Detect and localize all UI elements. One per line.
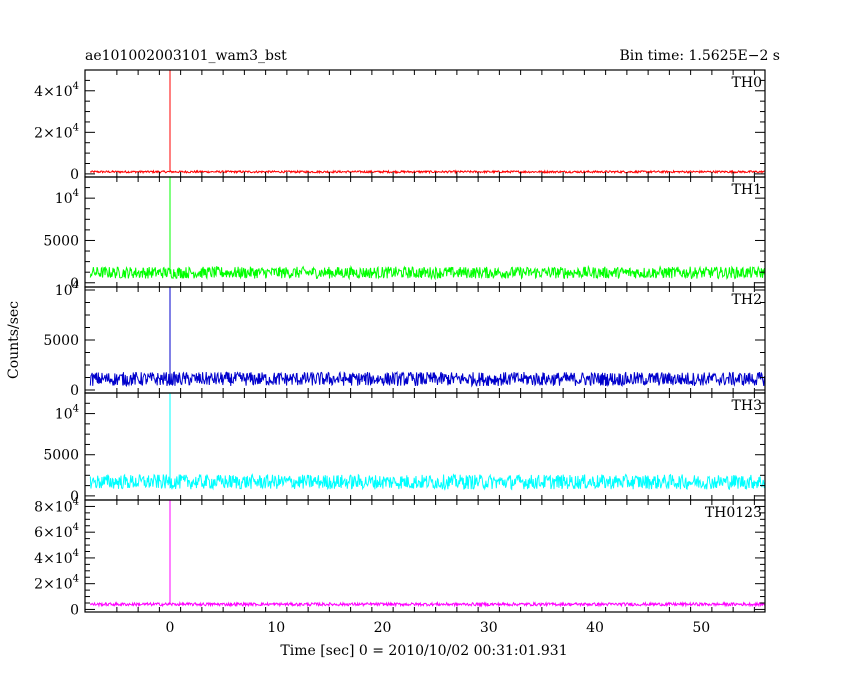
panel-label: TH2 bbox=[732, 292, 762, 308]
x-tick-label: 0 bbox=[166, 620, 175, 636]
panel-th3: TH3 0 5000 104 bbox=[43, 392, 766, 505]
series-th1-line bbox=[89, 177, 766, 281]
y-tick-label: 104 bbox=[55, 404, 79, 423]
panel-label: TH1 bbox=[732, 182, 762, 198]
y-tick-label: 6×104 bbox=[34, 522, 79, 541]
x-axis-label: Time [sec] 0 = 2010/10/02 00:31:01.931 bbox=[280, 643, 567, 659]
y-tick-label: 2×104 bbox=[34, 574, 79, 593]
chart-title: ae101002003101_wam3_bst bbox=[85, 48, 287, 64]
x-tick-label: 10 bbox=[267, 620, 285, 636]
panel-frame bbox=[84, 392, 766, 501]
y-tick-label: 4×104 bbox=[34, 81, 79, 100]
y-tick-label: 0 bbox=[70, 383, 79, 399]
y-tick-label: 5000 bbox=[43, 448, 79, 464]
y-tick-label: 4×104 bbox=[34, 548, 79, 567]
y-tick-label: 5000 bbox=[43, 233, 79, 249]
x-tick-label: 30 bbox=[480, 620, 498, 636]
series-th0123-line bbox=[89, 500, 766, 608]
panel-th1: TH1 0 5000 104 bbox=[43, 176, 766, 292]
x-tick-label: 20 bbox=[374, 620, 392, 636]
y-tick-label: 0 bbox=[70, 167, 79, 183]
y-tick-label: 0 bbox=[70, 602, 79, 618]
panel-th2: TH2 0 5000 104 bbox=[43, 280, 766, 399]
series-th2-line bbox=[89, 287, 766, 388]
panel-label: TH0 bbox=[732, 75, 762, 91]
panel-th0123: TH0123 0 2×104 4×104 6×104 8×104 bbox=[34, 496, 766, 618]
series-th0-line bbox=[89, 70, 766, 175]
y-tick-label: 2×104 bbox=[34, 122, 79, 141]
panel-label: TH3 bbox=[732, 398, 762, 414]
panel-label: TH0123 bbox=[705, 505, 762, 521]
panels-group: TH002×1044×104TH105000104TH205000104TH30… bbox=[34, 69, 766, 636]
y-tick-label: 104 bbox=[55, 280, 79, 299]
y-axis-label: Counts/sec bbox=[6, 301, 22, 379]
y-tick-label: 8×104 bbox=[34, 496, 79, 515]
x-tick-label: 50 bbox=[692, 620, 710, 636]
panel-frame bbox=[84, 499, 766, 613]
x-tick-label: 40 bbox=[586, 620, 604, 636]
y-tick-label: 0 bbox=[70, 489, 79, 505]
y-tick-label: 0 bbox=[70, 276, 79, 292]
panel-th0: TH0 0 2×104 4×104 bbox=[34, 69, 766, 183]
panel-frame bbox=[84, 69, 766, 178]
series-th3-line bbox=[89, 393, 766, 491]
y-tick-label: 5000 bbox=[43, 333, 79, 349]
y-tick-label: 104 bbox=[55, 188, 79, 207]
bin-time-label: Bin time: 1.5625E−2 s bbox=[619, 48, 780, 64]
